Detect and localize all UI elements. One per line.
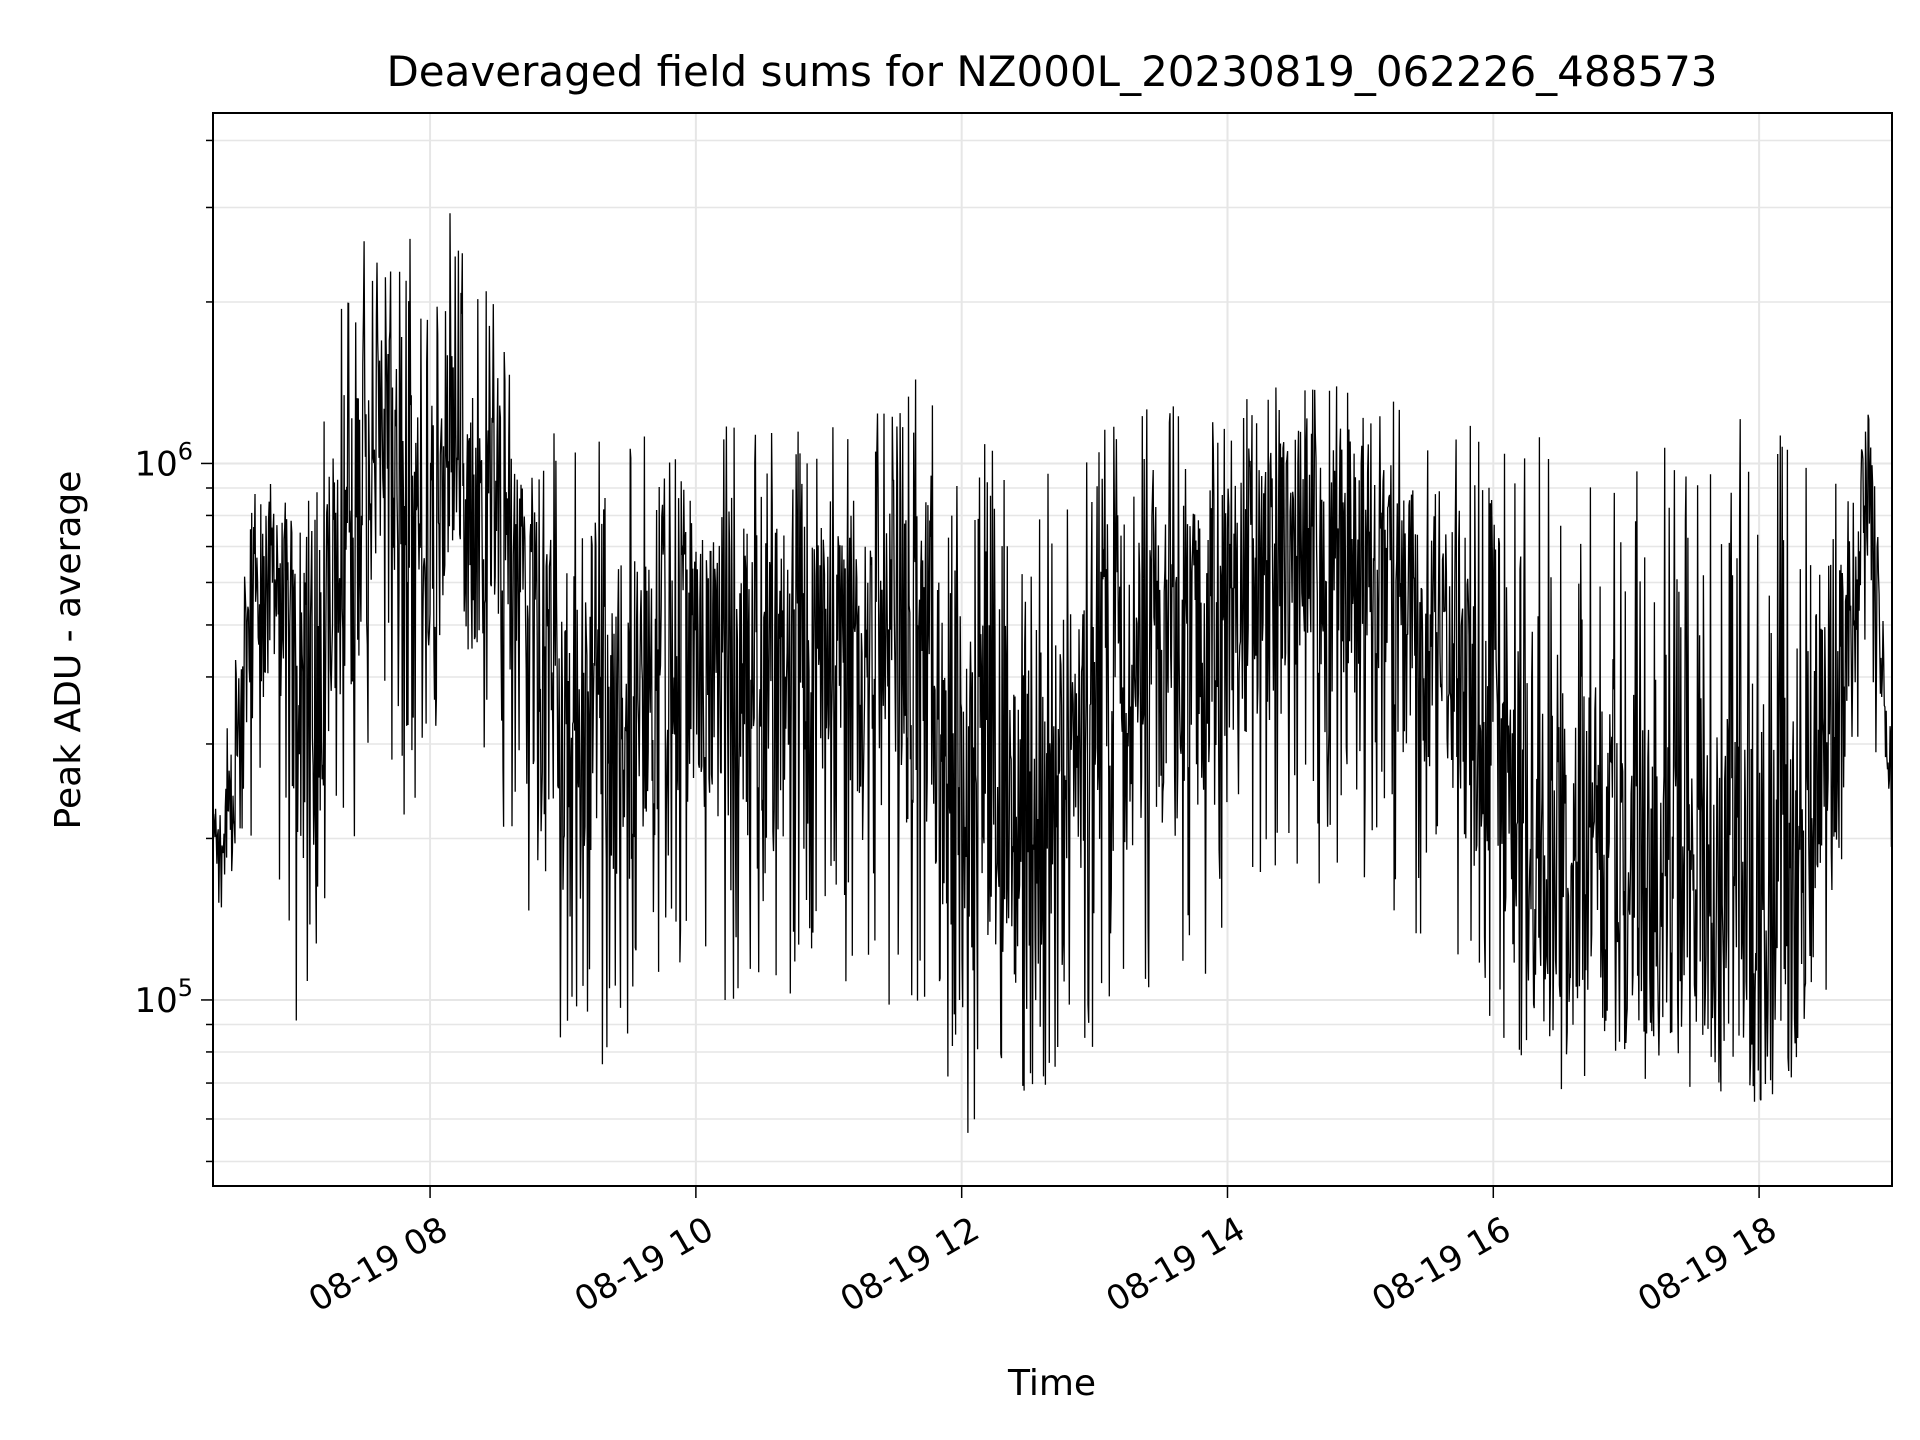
y-tick-exponent: 6	[178, 437, 193, 465]
y-axis-label: Peak ADU - average	[48, 471, 89, 830]
y-tick-base: 10	[134, 444, 177, 484]
y-tick-label: 106	[134, 437, 193, 484]
series-line	[212, 213, 1893, 1133]
y-tick-exponent: 5	[178, 974, 193, 1002]
series-path	[212, 213, 1893, 1133]
chart-title: Deaveraged field sums for NZ000L_2023081…	[386, 47, 1717, 96]
plot-frame	[212, 112, 1893, 1187]
x-axis-label: Time	[1007, 1363, 1096, 1404]
y-tick-base: 10	[134, 981, 177, 1021]
y-tick-label: 105	[134, 974, 193, 1021]
